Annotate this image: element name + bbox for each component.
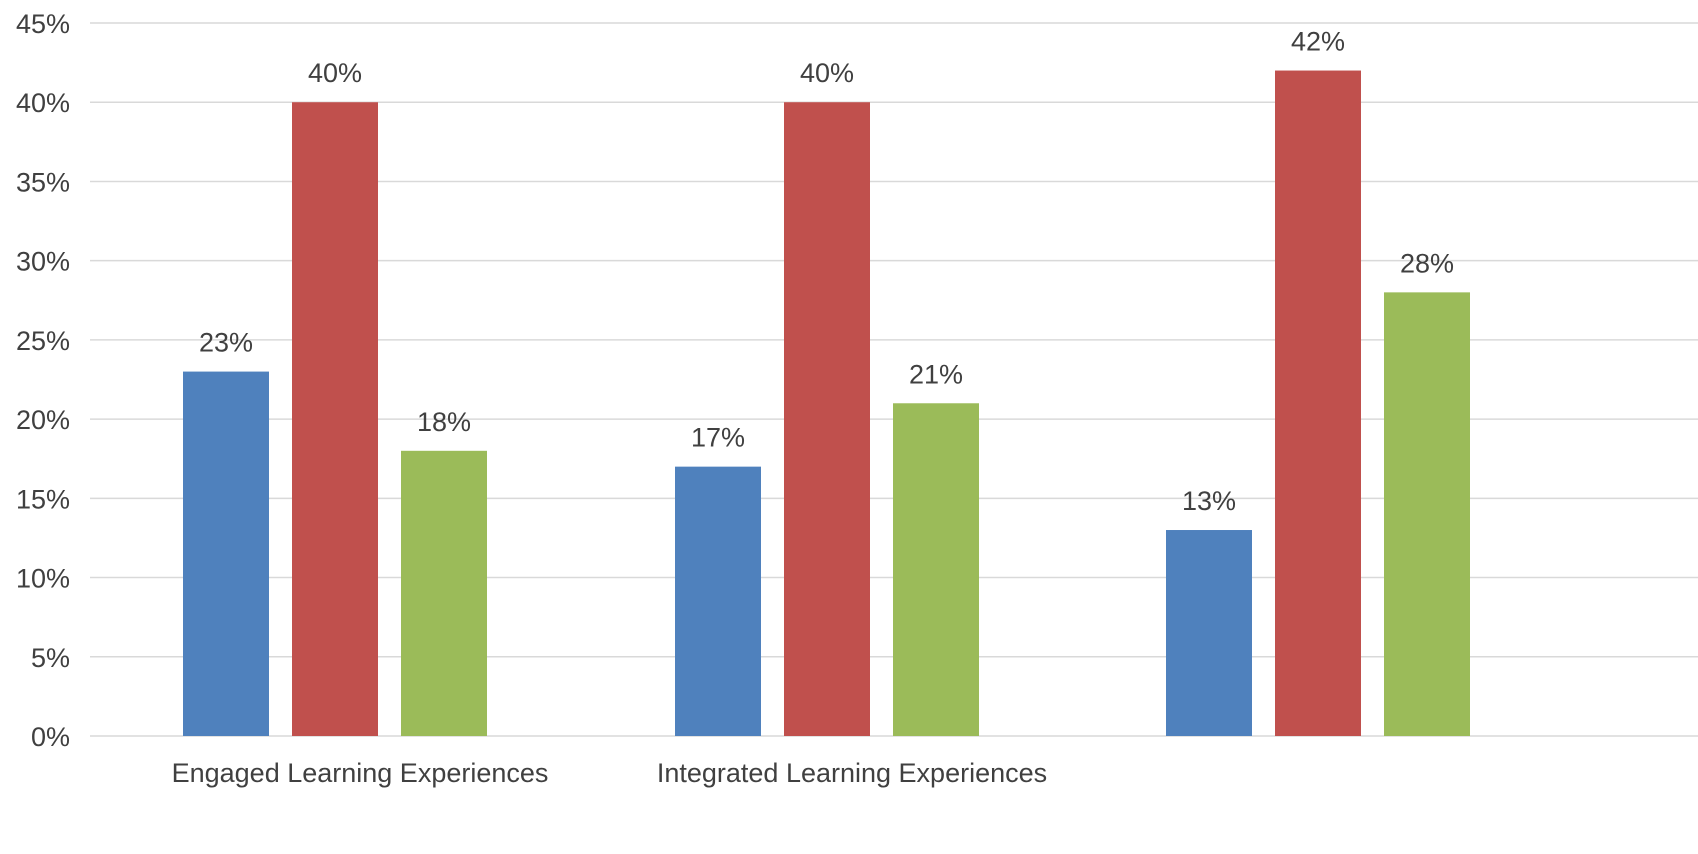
data-label: 42% [1291,27,1345,57]
y-tick-label: 0% [31,722,70,752]
bar [1275,70,1361,737]
y-tick-label: 40% [16,88,70,118]
y-tick-label: 15% [16,484,70,514]
x-category-label: Engaged Learning Experiences [172,758,549,788]
data-label: 23% [199,328,253,358]
y-tick-label: 20% [16,405,70,435]
bar [1166,530,1252,736]
x-category-label: Integrated Learning Experiences [657,758,1047,788]
data-label: 40% [308,58,362,88]
bar [893,403,979,736]
bar [183,371,269,736]
data-label: 13% [1182,486,1236,516]
bar [401,450,487,736]
bar [1384,292,1470,736]
bar [675,466,761,736]
data-label: 28% [1400,248,1454,278]
bar [784,102,870,736]
y-tick-label: 35% [16,167,70,197]
y-tick-label: 25% [16,326,70,356]
bar [292,102,378,736]
y-tick-label: 10% [16,564,70,594]
y-tick-label: 45% [16,9,70,39]
data-label: 17% [691,423,745,453]
data-label: 40% [800,58,854,88]
y-tick-label: 5% [31,643,70,673]
data-label: 21% [909,359,963,389]
y-tick-label: 30% [16,247,70,277]
data-label: 18% [417,407,471,437]
